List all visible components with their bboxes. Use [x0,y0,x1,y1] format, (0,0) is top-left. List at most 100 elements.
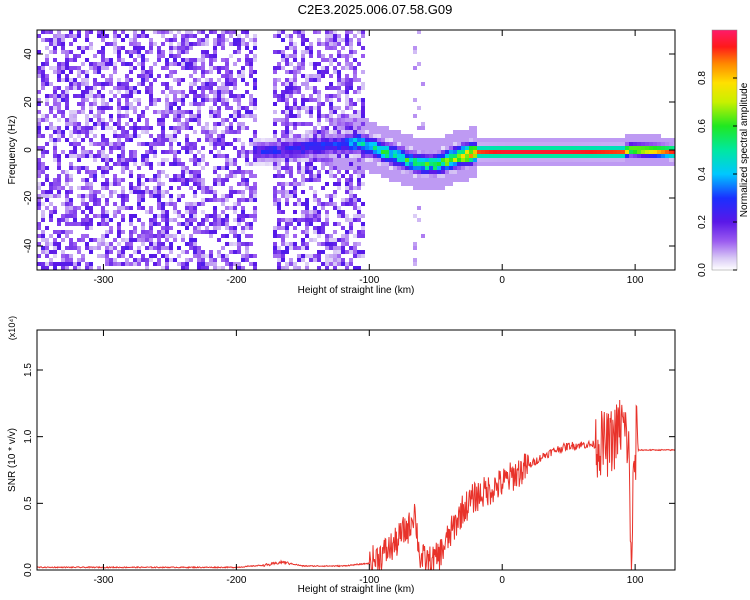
heatmap-cell [429,150,433,154]
heatmap-cell [449,162,453,166]
heatmap-cell [193,250,197,254]
heatmap-cell [89,138,93,142]
heatmap-cell [81,258,85,262]
heatmap-cell [65,174,69,178]
heatmap-cell [221,178,225,182]
spectrogram-x-label: Height of straight line (km) [298,285,415,296]
heatmap-cell [477,138,481,142]
heatmap-cell [129,138,133,142]
heatmap-cell [377,142,381,146]
heatmap-cell [317,230,321,234]
colorbar-tick-label: 0.4 [697,167,708,181]
heatmap-cell [185,58,189,62]
heatmap-cell [241,78,245,82]
heatmap-cell [313,158,317,162]
heatmap-cell [73,66,77,70]
heatmap-cell [153,78,157,82]
heatmap-cell [65,94,69,98]
snr-x-axis: -300 -200 -100 0 100 [93,330,644,586]
heatmap-cell [165,82,169,86]
heatmap-cell [65,50,69,54]
heatmap-cell [137,54,141,58]
heatmap-cell [273,254,277,258]
heatmap-cell [73,78,77,82]
heatmap-cell [377,134,381,138]
heatmap-cell [317,74,321,78]
heatmap-cell [253,42,257,46]
heatmap-cell [137,202,141,206]
heatmap-cell [285,170,289,174]
heatmap-cell [57,74,61,78]
heatmap-cell [493,146,497,150]
heatmap-cell [41,62,45,66]
heatmap-cell [433,146,437,150]
heatmap-cell [301,238,305,242]
heatmap-cell [545,158,549,162]
heatmap-cell [241,114,245,118]
heatmap-cell [161,242,165,246]
heatmap-cell [65,90,69,94]
heatmap-cell [121,114,125,118]
heatmap-cell [329,162,333,166]
heatmap-cell [385,162,389,166]
heatmap-cell [281,118,285,122]
heatmap-cell [193,98,197,102]
heatmap-cell [257,138,261,142]
heatmap-cell [205,226,209,230]
heatmap-cell [349,202,353,206]
heatmap-cell [613,150,617,154]
heatmap-cell [109,262,113,266]
heatmap-cell [297,62,301,66]
heatmap-cell [165,230,169,234]
heatmap-cell [337,262,341,266]
heatmap-cell [277,98,281,102]
heatmap-cell [185,170,189,174]
heatmap-cell [285,134,289,138]
heatmap-cell [445,178,449,182]
heatmap-cell [553,150,557,154]
heatmap-cell [157,118,161,122]
heatmap-cell [221,98,225,102]
heatmap-cell [277,138,281,142]
heatmap-cell [337,166,341,170]
heatmap-cell [317,70,321,74]
heatmap-cell [509,150,513,154]
heatmap-cell [161,130,165,134]
heatmap-cell [53,114,57,118]
heatmap-cell [297,198,301,202]
heatmap-cell [145,106,149,110]
heatmap-cell [217,98,221,102]
heatmap-cell [389,150,393,154]
heatmap-cell [125,82,129,86]
heatmap-cell [585,150,589,154]
heatmap-cell [313,226,317,230]
heatmap-cell [289,34,293,38]
heatmap-cell [157,262,161,266]
heatmap-cell [337,158,341,162]
heatmap-cell [169,202,173,206]
heatmap-cell [413,66,417,70]
heatmap-cell [105,222,109,226]
heatmap-cell [245,254,249,258]
heatmap-cell [237,266,241,270]
heatmap-cell [37,50,41,54]
heatmap-cell [281,234,285,238]
heatmap-cell [181,146,185,150]
heatmap-cell [401,146,405,150]
heatmap-cell [309,134,313,138]
heatmap-cell [237,234,241,238]
heatmap-cell [41,246,45,250]
heatmap-cell [177,54,181,58]
heatmap-cell [621,138,625,142]
heatmap-cell [69,242,73,246]
heatmap-cell [669,142,673,146]
heatmap-cell [285,138,289,142]
heatmap-cell [201,202,205,206]
heatmap-cell [221,218,225,222]
heatmap-cell [433,182,437,186]
heatmap-cell [465,166,469,170]
heatmap-cell [265,154,269,158]
heatmap-cell [281,182,285,186]
heatmap-cell [229,74,233,78]
heatmap-cell [425,142,429,146]
